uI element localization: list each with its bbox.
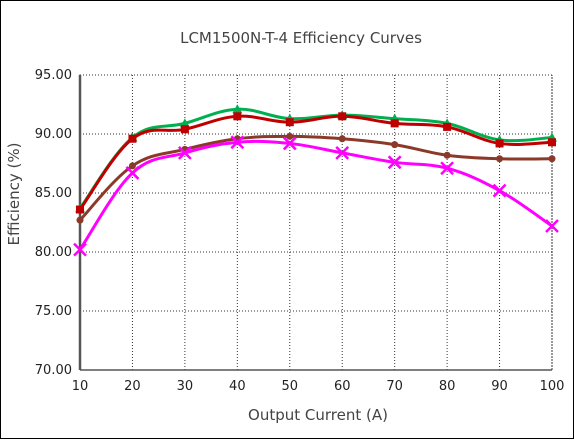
series-1-point [128, 162, 136, 170]
series-3-point [233, 112, 242, 121]
axes: 70.00 75.00 80.00 85.00 90.00 95.00 10 20 30 40 50… [35, 68, 565, 394]
series-4-point [387, 155, 402, 170]
y-tick-label: 85.00 [35, 186, 72, 201]
series-2-point [179, 118, 190, 128]
series-4-point [282, 136, 297, 151]
x-tick-label: 100 [540, 379, 565, 394]
series-1-point [338, 135, 346, 143]
series-layer [73, 104, 559, 257]
x-axis-title: Output Current (A) [248, 406, 388, 424]
series-3-point [443, 122, 452, 131]
x-tick-label: 60 [334, 379, 351, 394]
series-1-point [391, 141, 399, 149]
x-tick-label: 50 [282, 379, 299, 394]
series-1-point [548, 155, 556, 163]
x-tick-label: 20 [124, 379, 141, 394]
chart-title: LCM1500N-T-4 Efficiency Curves [180, 29, 422, 47]
series-1-point [496, 155, 504, 163]
series-3-point [548, 138, 556, 147]
y-tick-label: 75.00 [35, 304, 72, 319]
series-3-point [76, 205, 84, 214]
y-tick-label: 80.00 [35, 245, 72, 260]
series-2-line [78, 107, 554, 210]
series-3-point [180, 125, 189, 134]
series-4-point [73, 242, 87, 257]
series-4-point [440, 161, 454, 176]
x-tick-label: 90 [491, 379, 508, 394]
series-4-point [545, 219, 559, 233]
series-4-point [178, 145, 192, 160]
x-tick-label: 10 [72, 379, 89, 394]
series-3-point [128, 134, 137, 143]
series-1-point [286, 132, 294, 140]
x-tick-label: 40 [229, 379, 246, 394]
series-3-point [390, 119, 399, 128]
series-4-line [78, 139, 554, 252]
y-tick-label: 90.00 [35, 127, 72, 142]
series-3-point [338, 112, 347, 121]
series-4-point [492, 183, 507, 198]
x-tick-label: 80 [439, 379, 456, 394]
x-tick-label: 30 [177, 379, 194, 394]
series-3-line [78, 114, 554, 212]
y-tick-label: 95.00 [35, 68, 72, 83]
x-tick-label: 70 [386, 379, 403, 394]
series-3-point [285, 118, 294, 127]
y-axis-title: Efficiency (%) [5, 143, 23, 246]
series-4-point [335, 145, 350, 160]
y-tick-label: 70.00 [35, 363, 72, 378]
series-1-point [443, 151, 451, 159]
series-3-point [495, 139, 504, 148]
series-4-point [230, 135, 245, 150]
series-2-point [232, 104, 243, 114]
series-1-point [76, 216, 84, 224]
series-4-point [125, 166, 140, 180]
series-1-line [78, 134, 554, 222]
